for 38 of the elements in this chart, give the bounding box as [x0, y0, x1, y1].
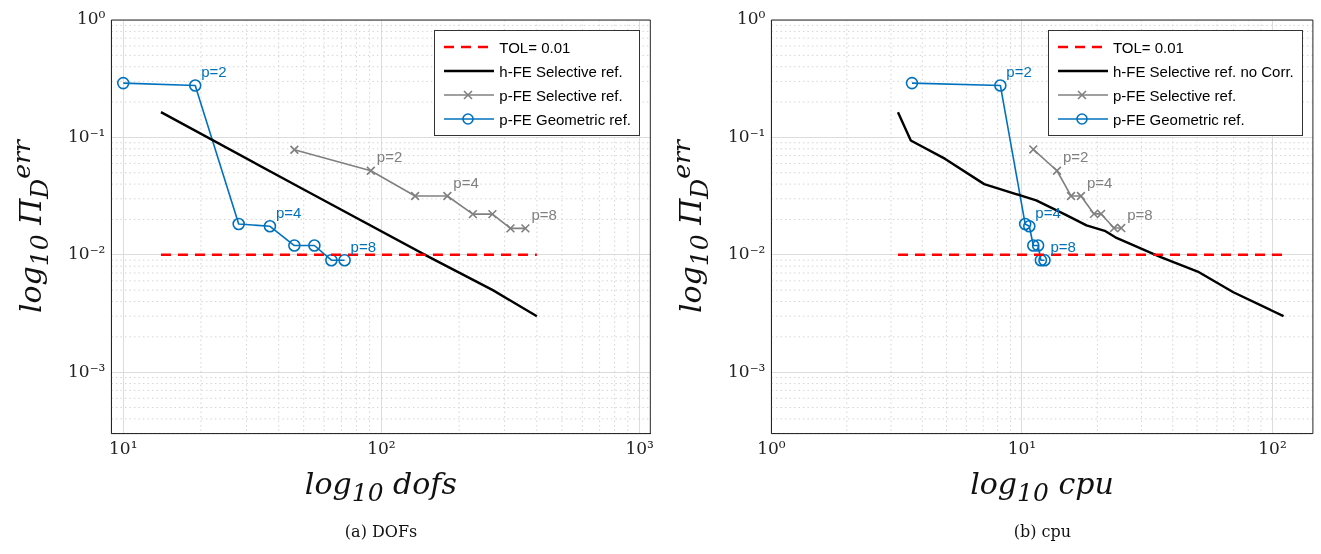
legend-label: h-FE Selective ref. no Corr. — [1112, 62, 1294, 80]
legend-label: p-FE Selective ref. — [499, 86, 623, 104]
legend-label: p-FE Geometric ref. — [1112, 110, 1245, 128]
legend-label: TOL= 0.01 — [1112, 38, 1184, 56]
y-tick-label: 10⁻² — [68, 243, 106, 264]
legend-label: h-FE Selective ref. — [499, 62, 623, 80]
y-tick-label: 10⁻² — [728, 243, 766, 264]
y-tick-label: 10⁻³ — [728, 360, 766, 381]
x-tick-label: 10³ — [625, 438, 654, 459]
y-tick-label: 10⁻¹ — [728, 125, 766, 146]
annotation: p=4 — [1035, 203, 1061, 221]
x-tick-label: 10¹ — [1007, 438, 1037, 459]
y-tick-label: 10⁰ — [76, 8, 106, 29]
legend-label: TOL= 0.01 — [499, 38, 571, 56]
legend-label: p-FE Geometric ref. — [499, 110, 632, 128]
legend-label: p-FE Selective ref. — [1112, 86, 1237, 104]
y-tick-label: 10⁻¹ — [68, 125, 106, 146]
annotation: p=2 — [201, 63, 227, 81]
text: (a) DOFs — [344, 522, 418, 541]
annotation: p=4 — [453, 173, 479, 191]
x-axis-title: log$_{10}$ cpu — [970, 466, 1114, 507]
x-tick-label: 10² — [1258, 438, 1287, 459]
annotation: p=4 — [275, 203, 302, 221]
y-tick-label: 10⁰ — [736, 8, 766, 29]
annotation: p=8 — [1050, 237, 1076, 255]
x-tick-label: 10² — [367, 438, 396, 459]
y-tick-label: 10⁻³ — [68, 360, 106, 381]
x-tick-label: 10¹ — [109, 438, 138, 459]
annotation: p=2 — [376, 148, 403, 166]
annotation: p=8 — [531, 206, 557, 223]
x-axis-title: log$_{10}$ dofs — [304, 466, 457, 507]
annotation: p=2 — [1006, 63, 1032, 81]
annotation: p=8 — [350, 237, 377, 255]
annotation: p=4 — [1086, 173, 1113, 191]
annotation: p=8 — [1127, 205, 1153, 223]
text: (b) cpu — [1013, 522, 1071, 541]
x-tick-label: 10⁰ — [757, 438, 786, 459]
annotation: p=2 — [1062, 148, 1089, 166]
